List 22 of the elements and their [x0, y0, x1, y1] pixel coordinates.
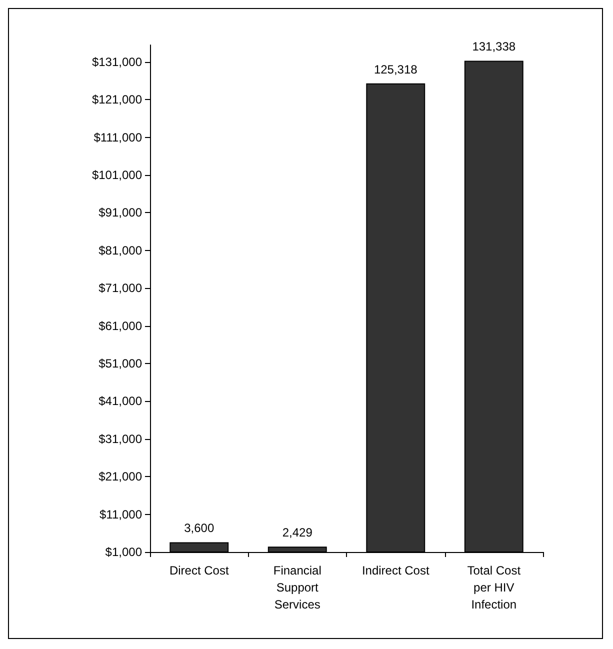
x-tick-label: Total Cost per HIV Infection [467, 564, 522, 612]
y-tick-label: $131,000 [92, 54, 142, 69]
x-tick-label: Financial Support Services [273, 564, 322, 612]
y-tick-label: $41,000 [98, 394, 142, 408]
y-tick-label: $101,000 [92, 168, 142, 182]
y-tick-label: $51,000 [98, 356, 142, 371]
y-tick-label: $111,000 [94, 130, 142, 144]
data-label: 125,318 [374, 62, 418, 76]
y-tick-label: $61,000 [98, 318, 142, 333]
data-label: 131,338 [472, 40, 516, 54]
data-label: 3,600 [184, 521, 214, 536]
data-label: 2,429 [282, 526, 313, 540]
x-tick-label: Direct Cost [169, 564, 230, 578]
x-tick-label: Indirect Cost [362, 564, 430, 578]
y-tick-label: $11,000 [100, 507, 142, 522]
y-tick-label: $121,000 [92, 92, 142, 107]
y-tick-label: $91,000 [98, 206, 142, 220]
y-tick-label: $21,000 [98, 470, 142, 484]
y-tick-label: $1,000 [105, 545, 142, 559]
y-tick-label: $71,000 [98, 281, 142, 296]
y-tick-label: $81,000 [98, 243, 142, 258]
y-tick-label: $31,000 [98, 432, 142, 446]
